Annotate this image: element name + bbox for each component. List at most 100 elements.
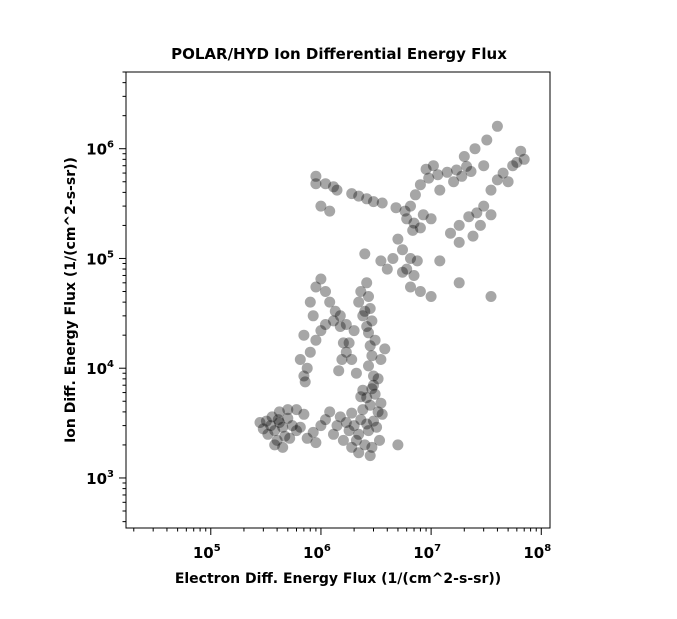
- data-point: [405, 200, 416, 212]
- x-tick-base: 10: [523, 544, 544, 562]
- data-point: [441, 166, 453, 178]
- data-point: [334, 310, 346, 322]
- data-point: [320, 319, 331, 330]
- data-point: [414, 179, 426, 191]
- data-point: [315, 200, 327, 212]
- data-point: [336, 354, 348, 365]
- data-point: [392, 439, 404, 451]
- data-point: [355, 391, 367, 403]
- data-point: [361, 277, 373, 289]
- data-point: [355, 286, 367, 297]
- data-point: [328, 428, 339, 440]
- data-point: [340, 319, 352, 330]
- data-point: [369, 334, 381, 346]
- data-point: [368, 370, 379, 382]
- data-point: [366, 315, 378, 327]
- data-point: [291, 425, 302, 437]
- data-point: [340, 346, 352, 358]
- data-point: [273, 417, 285, 428]
- data-point: [371, 421, 383, 433]
- y-tick-base: 10: [86, 470, 107, 488]
- data-point: [420, 163, 432, 175]
- data-point: [407, 224, 419, 236]
- data-point: [254, 417, 266, 428]
- data-point: [465, 166, 477, 177]
- data-point: [507, 160, 519, 172]
- data-point: [471, 207, 483, 219]
- data-point: [392, 233, 404, 245]
- data-point: [376, 408, 388, 420]
- data-point: [346, 441, 358, 453]
- data-point: [353, 428, 365, 440]
- data-point: [401, 263, 413, 275]
- data-point: [366, 383, 378, 395]
- data-point: [304, 296, 316, 308]
- data-point: [315, 273, 327, 285]
- data-point: [405, 281, 416, 293]
- x-tick-exponent: 6: [324, 543, 331, 554]
- data-point: [277, 421, 289, 433]
- data-point: [343, 337, 355, 349]
- data-point: [357, 404, 369, 416]
- data-point: [364, 399, 376, 411]
- x-axis-ticks: 105 106 107 108: [133, 528, 551, 562]
- data-point: [333, 365, 345, 377]
- data-point: [411, 255, 423, 267]
- data-point: [353, 447, 365, 459]
- data-point: [376, 197, 388, 209]
- data-point: [310, 281, 322, 293]
- data-points: [254, 120, 530, 462]
- data-point: [379, 343, 391, 355]
- data-point: [451, 164, 462, 176]
- data-point: [363, 360, 374, 372]
- data-point: [458, 151, 470, 162]
- data-point: [453, 236, 465, 248]
- data-point: [515, 145, 527, 157]
- data-point: [346, 188, 358, 200]
- data-point: [310, 437, 322, 449]
- data-point: [320, 178, 331, 190]
- data-point: [340, 417, 352, 428]
- x-tick-exponent: 8: [544, 543, 551, 554]
- data-point: [434, 184, 446, 196]
- data-point: [357, 384, 369, 396]
- data-point: [361, 321, 373, 332]
- x-tick-exponent: 7: [434, 543, 441, 554]
- data-point: [307, 310, 319, 322]
- data-point: [375, 397, 387, 409]
- data-point: [363, 327, 374, 339]
- data-point: [301, 362, 313, 374]
- data-point: [350, 434, 362, 446]
- data-point: [348, 325, 360, 337]
- data-point: [481, 134, 493, 146]
- data-point: [397, 244, 408, 256]
- data-point: [399, 205, 411, 217]
- data-point: [298, 370, 310, 382]
- y-tick-label: 105: [86, 249, 114, 268]
- data-point: [425, 213, 437, 225]
- data-point: [485, 291, 497, 302]
- data-point: [445, 227, 456, 239]
- data-point: [350, 367, 362, 379]
- data-point: [337, 337, 349, 349]
- data-point: [417, 209, 429, 221]
- data-point: [478, 200, 490, 212]
- data-point: [310, 334, 322, 346]
- data-point: [469, 143, 481, 155]
- x-tick-label: 106: [303, 543, 331, 562]
- data-point: [414, 286, 426, 297]
- y-tick-exponent: 5: [107, 249, 114, 260]
- data-point: [277, 441, 289, 453]
- data-point: [361, 193, 373, 205]
- data-point: [272, 414, 284, 426]
- y-axis-label: Ion Diff. Energy Flux (1/(cm^2-s-sr)): [63, 157, 79, 443]
- data-point: [374, 434, 385, 446]
- data-point: [434, 255, 446, 267]
- data-point: [409, 189, 421, 201]
- x-axis-label: Electron Diff. Energy Flux (1/(cm^2-s-sr…: [175, 571, 501, 587]
- data-point: [273, 406, 285, 418]
- data-point: [262, 428, 274, 440]
- data-point: [269, 425, 281, 437]
- data-point: [372, 373, 384, 385]
